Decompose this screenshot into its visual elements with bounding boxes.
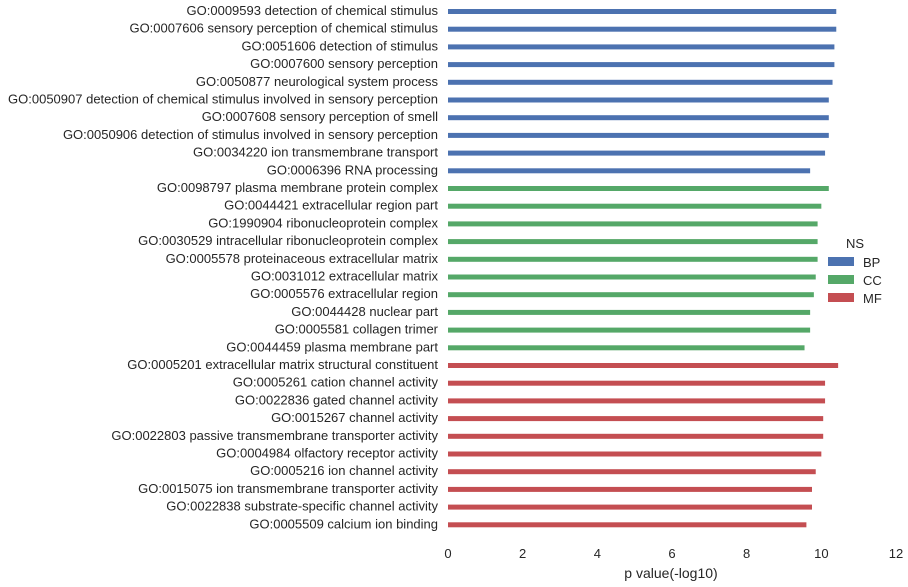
bar-11	[448, 186, 829, 191]
category-label-7: GO:0007608 sensory perception of smell	[202, 109, 438, 124]
category-label-5: GO:0050877 neurological system process	[196, 74, 439, 89]
legend-title: NS	[846, 236, 864, 251]
x-tick-label-2: 2	[519, 546, 526, 561]
category-label-14: GO:0030529 intracellular ribonucleoprote…	[138, 233, 438, 248]
category-label-30: GO:0005509 calcium ion binding	[249, 516, 438, 531]
category-labels: GO:0009593 detection of chemical stimulu…	[8, 3, 439, 531]
bar-16	[448, 274, 816, 280]
category-label-29: GO:0022838 substrate-specific channel ac…	[166, 499, 438, 514]
category-label-23: GO:0022836 gated channel activity	[235, 392, 439, 407]
bar-3	[448, 44, 835, 50]
category-label-10: GO:0006396 RNA processing	[267, 162, 438, 177]
category-label-6: GO:0050907 detection of chemical stimulu…	[8, 92, 438, 107]
bar-20	[448, 345, 805, 351]
bar-10	[448, 168, 811, 174]
bar-28	[448, 486, 812, 492]
category-label-4: GO:0007600 sensory perception	[250, 56, 438, 71]
legend-label-cc: CC	[863, 273, 882, 288]
legend: NS BP CC MF	[828, 236, 882, 306]
category-label-18: GO:0044428 nuclear part	[291, 304, 438, 319]
legend-swatch-cc	[828, 275, 854, 284]
x-tick-label-8: 8	[743, 546, 750, 561]
bar-8	[448, 132, 829, 138]
category-label-12: GO:0044421 extracellular region part	[224, 198, 438, 213]
category-label-8: GO:0050906 detection of stimulus involve…	[63, 127, 438, 142]
category-label-1: GO:0009593 detection of chemical stimulu…	[187, 3, 439, 18]
category-label-26: GO:0004984 olfactory receptor activity	[216, 446, 438, 461]
x-tick-label-10: 10	[814, 546, 828, 561]
category-label-28: GO:0015075 ion transmembrane transporter…	[138, 481, 438, 496]
category-label-19: GO:0005581 collagen trimer	[275, 322, 439, 337]
bar-4	[448, 62, 835, 68]
category-label-25: GO:0022803 passive transmembrane transpo…	[111, 428, 438, 443]
bars-layer	[448, 9, 839, 528]
legend-label-mf: MF	[863, 291, 882, 306]
x-tick-label-4: 4	[594, 546, 601, 561]
category-label-22: GO:0005261 cation channel activity	[233, 375, 439, 390]
bar-12	[448, 203, 822, 209]
legend-swatch-mf	[828, 293, 854, 302]
bar-9	[448, 150, 826, 156]
category-label-21: GO:0005201 extracellular matrix structur…	[127, 357, 438, 372]
bar-2	[448, 26, 837, 32]
bar-30	[448, 522, 807, 528]
x-tick-label-0: 0	[444, 546, 451, 561]
category-label-13: GO:1990904 ribonucleoprotein complex	[208, 215, 438, 230]
bar-26	[448, 451, 822, 457]
category-label-11: GO:0098797 plasma membrane protein compl…	[157, 180, 439, 195]
category-label-24: GO:0015267 channel activity	[271, 410, 438, 425]
bar-25	[448, 433, 824, 439]
category-label-9: GO:0034220 ion transmembrane transport	[193, 145, 438, 160]
bar-6	[448, 97, 829, 103]
legend-label-bp: BP	[863, 255, 880, 270]
bar-14	[448, 239, 818, 245]
bar-27	[448, 469, 816, 475]
bar-7	[448, 115, 829, 121]
x-tick-label-12: 12	[889, 546, 903, 561]
category-label-17: GO:0005576 extracellular region	[250, 286, 438, 301]
legend-swatch-bp	[828, 257, 854, 266]
bar-5	[448, 79, 833, 85]
bar-17	[448, 292, 814, 298]
bar-23	[448, 398, 826, 404]
bar-29	[448, 504, 812, 510]
bar-21	[448, 363, 839, 368]
bar-22	[448, 380, 826, 386]
bar-18	[448, 309, 811, 315]
x-axis-ticks: 0 2 4 6 8 10 12	[444, 546, 903, 561]
x-axis-label: p value(-log10)	[624, 565, 717, 581]
category-label-27: GO:0005216 ion channel activity	[250, 463, 438, 478]
category-label-3: GO:0051606 detection of stimulus	[241, 38, 438, 53]
x-tick-label-6: 6	[668, 546, 675, 561]
bar-24	[448, 416, 824, 422]
bar-15	[448, 256, 818, 262]
category-label-15: GO:0005578 proteinaceous extracellular m…	[166, 251, 439, 266]
bar-13	[448, 221, 818, 227]
category-label-16: GO:0031012 extracellular matrix	[251, 269, 439, 284]
category-label-20: GO:0044459 plasma membrane part	[226, 339, 438, 354]
legend-entries: BP CC MF	[828, 255, 882, 306]
category-label-2: GO:0007606 sensory perception of chemica…	[129, 21, 438, 36]
bar-19	[448, 327, 811, 333]
bar-1	[448, 9, 837, 14]
